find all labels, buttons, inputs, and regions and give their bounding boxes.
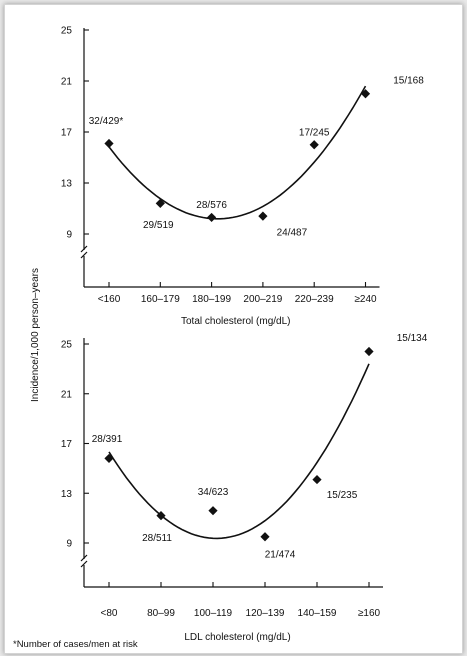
x-tick-label: <80: [101, 608, 118, 619]
point-label: 21/474: [265, 549, 296, 560]
trend-curve: [108, 363, 370, 540]
figure-card: Incidence/1,000 person–years 9 13 17 21 25 <1…: [4, 4, 463, 654]
x-tick-label: 100–119: [194, 608, 233, 619]
figure-canvas: Incidence/1,000 person–years 9 13 17 21 25 <1…: [30, 26, 428, 644]
x-tick-label: 160–179: [141, 294, 180, 305]
data-point: [156, 511, 166, 521]
point-label: 32/429*: [89, 116, 124, 127]
x-tick-label: 120–139: [246, 608, 285, 619]
data-point: [258, 211, 268, 221]
point-label: 28/576: [196, 200, 227, 211]
point-label: 15/168: [393, 75, 424, 86]
data-point: [104, 453, 114, 464]
data-point: [312, 474, 322, 485]
axis-break-mark: [80, 251, 88, 259]
point-label: 29/519: [143, 220, 174, 231]
data-point: [260, 532, 270, 542]
data-point: [364, 346, 374, 357]
x-tick-label: 200–219: [243, 294, 282, 305]
y-tick-label: 13: [61, 179, 73, 190]
point-label: 28/391: [92, 434, 123, 445]
data-point: [104, 138, 114, 149]
trend-curve: [108, 85, 367, 220]
point-label: 34/623: [198, 487, 229, 498]
y-tick-label: 25: [61, 340, 73, 351]
y-tick-label: 21: [61, 77, 73, 88]
x-tick-label: ≥160: [358, 608, 381, 619]
x-tick-label: 80–99: [147, 608, 175, 619]
point-label: 15/134: [397, 333, 428, 344]
x-tick-label: 140–159: [298, 608, 337, 619]
y-axis-title: Incidence/1,000 person–years: [30, 268, 41, 402]
point-label: 28/511: [142, 533, 172, 544]
y-tick-label: 9: [66, 230, 72, 241]
y-tick-label: 25: [61, 26, 73, 37]
y-tick-label: 17: [61, 439, 73, 450]
data-point: [309, 140, 319, 150]
x-tick-label: ≥240: [354, 294, 377, 305]
x-axis-title: LDL cholesterol (mg/dL): [184, 632, 290, 643]
x-tick-label: 220–239: [295, 294, 334, 305]
axis-break-mark: [80, 554, 88, 562]
data-point: [155, 198, 165, 208]
axis-break-mark: [80, 560, 88, 568]
data-point: [208, 506, 218, 516]
x-tick-label: 180–199: [192, 294, 231, 305]
point-label: 15/235: [327, 490, 358, 501]
y-tick-label: 9: [66, 539, 72, 550]
y-tick-label: 13: [61, 489, 73, 500]
footnote: *Number of cases/men at risk: [13, 639, 138, 650]
point-label: 24/487: [277, 228, 308, 239]
x-axis-title: Total cholesterol (mg/dL): [181, 316, 291, 327]
data-point: [207, 212, 217, 223]
axis-break-mark: [80, 245, 88, 253]
point-label: 17/245: [299, 127, 330, 138]
x-tick-label: <160: [98, 294, 121, 305]
y-tick-label: 21: [61, 389, 73, 400]
data-point: [360, 89, 371, 99]
y-tick-label: 17: [61, 128, 73, 139]
